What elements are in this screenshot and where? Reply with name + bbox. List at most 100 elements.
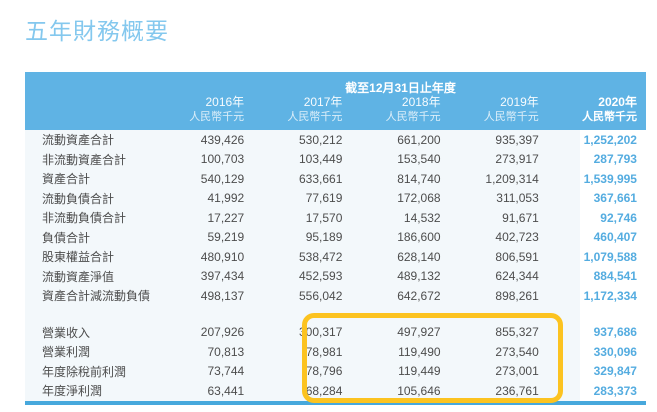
value-cell: 105,646 (397, 383, 441, 398)
value-cell: 530,212 (299, 132, 343, 147)
value-cell-2020: 1,252,202 (583, 132, 637, 147)
table-header: 截至12月31日止年度 2016年 人民幣千元 2017年 人民幣千元 2018… (25, 72, 646, 130)
table-row: 股東權益合計 480,910 538,472 628,140 806,591 1… (25, 247, 646, 267)
value-cell: 489,132 (397, 269, 441, 284)
value-cell-2020: 92,746 (600, 210, 637, 225)
value-cell: 119,490 (398, 344, 441, 359)
year-label: 2017年 (303, 95, 343, 109)
value-cell: 273,540 (495, 344, 539, 359)
table-row: 營業收入 207,926 300,317 497,927 855,327 937… (25, 323, 646, 343)
five-year-summary-table: 截至12月31日止年度 2016年 人民幣千元 2017年 人民幣千元 2018… (25, 72, 646, 405)
table-row: 流動負債合計 41,992 77,619 172,068 311,053 367… (25, 189, 646, 209)
value-cell: 624,344 (495, 269, 539, 284)
table-row: 非流動負債合計 17,227 17,570 14,532 91,671 92,7… (25, 208, 646, 228)
period-header: 截至12月31日止年度 (345, 81, 456, 95)
value-cell-2020: 283,373 (593, 383, 637, 398)
value-cell: 661,200 (397, 132, 441, 147)
value-cell: 855,327 (495, 325, 539, 340)
value-cell: 642,672 (397, 288, 441, 303)
value-cell: 103,449 (299, 152, 343, 167)
value-cell: 207,926 (200, 325, 245, 340)
row-label-column-header (25, 95, 155, 125)
value-cell: 806,591 (495, 249, 539, 264)
row-label: 非流動負債合計 (42, 211, 127, 226)
value-cell: 78,796 (305, 364, 343, 379)
row-label: 非流動資產合計 (42, 152, 127, 167)
value-cell: 498,137 (200, 288, 245, 303)
value-cell: 236,761 (495, 383, 539, 398)
value-cell: 63,441 (207, 383, 245, 398)
value-cell: 41,992 (207, 191, 245, 206)
value-cell: 311,053 (496, 191, 539, 206)
year-label: 2018年 (401, 95, 441, 109)
row-label: 負債合計 (42, 230, 91, 245)
unit-label: 人民幣千元 (483, 111, 539, 123)
unit-label: 人民幣千元 (287, 111, 343, 123)
value-cell: 633,661 (299, 171, 343, 186)
year-header-row: 2016年 人民幣千元 2017年 人民幣千元 2018年 人民幣千元 2019… (25, 95, 646, 125)
table-row: 資產合計減流動負債 498,137 556,042 642,672 898,26… (25, 286, 646, 306)
year-label: 2019年 (500, 95, 539, 109)
value-cell: 17,570 (305, 210, 343, 225)
value-cell: 100,703 (200, 152, 245, 167)
year-label: 2020年 (598, 95, 637, 109)
row-label: 流動資產合計 (42, 133, 115, 148)
value-cell: 119,449 (398, 364, 441, 379)
value-cell-2020: 937,686 (593, 325, 637, 340)
value-cell: 397,434 (200, 269, 245, 284)
value-cell: 497,927 (397, 325, 441, 340)
value-cell: 538,472 (299, 249, 343, 264)
column-header-2019: 2019年 人民幣千元 (450, 95, 548, 125)
table-body: 流動資產合計 439,426 530,212 661,200 935,397 1… (25, 130, 646, 405)
value-cell: 402,723 (495, 230, 539, 245)
value-cell: 153,540 (397, 152, 441, 167)
value-cell: 452,593 (299, 269, 343, 284)
column-2020-background (580, 130, 646, 401)
table-row: 非流動資產合計 100,703 103,449 153,540 273,917 … (25, 150, 646, 170)
value-cell: 898,261 (495, 288, 539, 303)
unit-label: 人民幣千元 (385, 111, 441, 123)
value-cell: 59,219 (207, 230, 245, 245)
column-header-2017: 2017年 人民幣千元 (253, 95, 351, 125)
row-label: 資產合計減流動負債 (42, 289, 151, 304)
column-header-2018: 2018年 人民幣千元 (351, 95, 449, 125)
value-cell: 814,740 (397, 171, 441, 186)
value-cell-2020: 1,172,334 (583, 288, 637, 303)
value-cell: 70,813 (207, 344, 245, 359)
value-cell: 77,619 (305, 191, 343, 206)
row-label: 資產合計 (42, 172, 91, 187)
value-cell-2020: 884,541 (593, 269, 637, 284)
value-cell: 73,744 (207, 364, 245, 379)
row-label: 營業收入 (42, 325, 91, 340)
value-cell-2020: 287,793 (593, 152, 637, 167)
value-cell: 273,917 (495, 152, 539, 167)
row-label: 年度淨利潤 (42, 384, 103, 399)
value-cell: 1,209,314 (485, 171, 539, 186)
table-row: 流動資產合計 439,426 530,212 661,200 935,397 1… (25, 130, 646, 150)
table-row: 年度淨利潤 63,441 68,284 105,646 236,761 283,… (25, 381, 646, 401)
table-row: 營業利潤 70,813 78,981 119,490 273,540 330,0… (25, 342, 646, 362)
value-cell: 172,068 (397, 191, 441, 206)
value-cell-2020: 1,539,995 (583, 171, 637, 186)
value-cell: 91,671 (502, 210, 539, 225)
value-cell: 935,397 (495, 132, 539, 147)
page-title: 五年財務概要 (25, 18, 169, 44)
value-cell: 186,600 (397, 230, 441, 245)
value-cell: 95,189 (305, 230, 343, 245)
value-cell-2020: 330,096 (593, 344, 637, 359)
table-row: 資產合計 540,129 633,661 814,740 1,209,314 1… (25, 169, 646, 189)
year-label: 2016年 (205, 95, 245, 109)
value-cell-2020: 329,847 (593, 364, 637, 379)
value-cell: 17,227 (207, 210, 245, 225)
value-cell: 300,317 (299, 325, 343, 340)
row-label: 營業利潤 (42, 345, 91, 360)
table-row: 負債合計 59,219 95,189 186,600 402,723 460,4… (25, 228, 646, 248)
row-label: 流動負債合計 (42, 191, 115, 206)
value-cell: 68,284 (305, 383, 343, 398)
value-cell: 628,140 (397, 249, 441, 264)
column-header-2016: 2016年 人民幣千元 (155, 95, 253, 125)
value-cell: 480,910 (200, 249, 245, 264)
value-cell-2020: 367,661 (593, 191, 637, 206)
value-cell: 78,981 (305, 344, 343, 359)
value-cell: 540,129 (200, 171, 245, 186)
